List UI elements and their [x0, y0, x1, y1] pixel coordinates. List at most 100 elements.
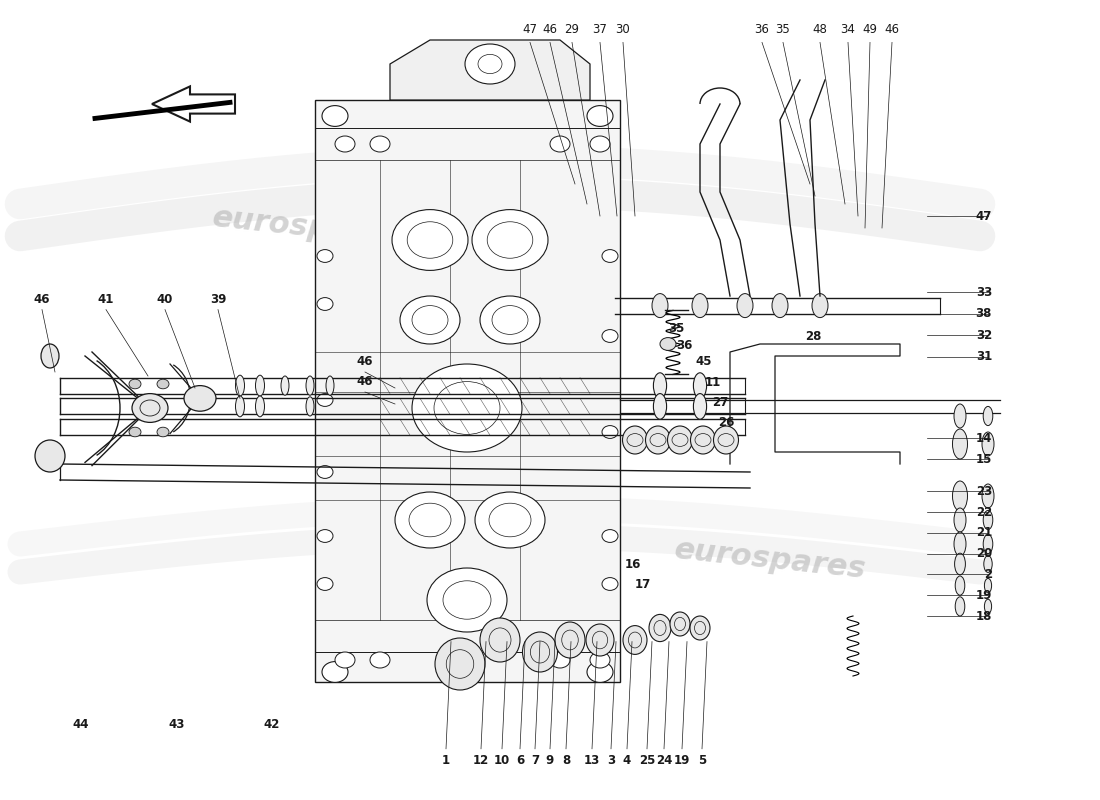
Text: 41: 41: [98, 293, 114, 306]
Text: 13: 13: [584, 754, 601, 766]
Ellipse shape: [954, 508, 966, 532]
Ellipse shape: [984, 578, 991, 593]
Text: 35: 35: [668, 322, 684, 334]
Ellipse shape: [306, 397, 313, 416]
Ellipse shape: [306, 376, 313, 395]
Ellipse shape: [954, 404, 966, 428]
Text: 43: 43: [168, 718, 185, 730]
Ellipse shape: [235, 375, 244, 396]
Ellipse shape: [280, 376, 289, 395]
Ellipse shape: [652, 294, 668, 318]
Circle shape: [157, 379, 169, 389]
Circle shape: [370, 136, 390, 152]
Ellipse shape: [714, 426, 738, 454]
Ellipse shape: [955, 554, 966, 574]
Text: 21: 21: [976, 526, 992, 539]
Ellipse shape: [691, 426, 715, 454]
Ellipse shape: [692, 294, 708, 318]
Circle shape: [129, 427, 141, 437]
Ellipse shape: [646, 426, 671, 454]
Ellipse shape: [586, 624, 614, 656]
Ellipse shape: [653, 373, 667, 398]
Ellipse shape: [653, 394, 667, 419]
Text: 36: 36: [755, 23, 769, 36]
Text: eurospares: eurospares: [210, 203, 406, 253]
Circle shape: [550, 136, 570, 152]
Ellipse shape: [690, 616, 710, 640]
Ellipse shape: [954, 532, 966, 556]
Circle shape: [587, 106, 613, 126]
Text: 26: 26: [718, 416, 735, 429]
Text: 6: 6: [516, 754, 524, 766]
Text: 33: 33: [976, 286, 992, 298]
Text: 40: 40: [157, 293, 173, 306]
Circle shape: [317, 250, 333, 262]
Ellipse shape: [623, 626, 647, 654]
Ellipse shape: [693, 373, 706, 398]
Text: 31: 31: [976, 350, 992, 363]
Circle shape: [400, 296, 460, 344]
Text: 34: 34: [840, 23, 856, 36]
Circle shape: [472, 210, 548, 270]
Circle shape: [317, 394, 333, 406]
Ellipse shape: [668, 426, 693, 454]
Text: 15: 15: [976, 453, 992, 466]
Text: 22: 22: [976, 506, 992, 518]
Ellipse shape: [434, 638, 485, 690]
Text: 18: 18: [976, 610, 992, 622]
Text: 16: 16: [625, 558, 641, 570]
Text: 46: 46: [356, 355, 373, 368]
Circle shape: [322, 662, 348, 682]
Ellipse shape: [35, 440, 65, 472]
Text: 38: 38: [976, 307, 992, 320]
Text: 39: 39: [210, 293, 227, 306]
Text: 20: 20: [976, 547, 992, 560]
Text: 17: 17: [635, 578, 651, 590]
Circle shape: [550, 652, 570, 668]
Circle shape: [132, 394, 168, 422]
Ellipse shape: [812, 294, 828, 318]
Circle shape: [660, 338, 676, 350]
Text: 46: 46: [356, 375, 373, 388]
Ellipse shape: [235, 396, 244, 417]
Text: 47: 47: [522, 23, 538, 36]
Text: 28: 28: [805, 330, 822, 342]
Ellipse shape: [983, 555, 992, 573]
Ellipse shape: [983, 510, 993, 530]
Text: 49: 49: [862, 23, 878, 36]
Circle shape: [480, 296, 540, 344]
Text: 46: 46: [542, 23, 558, 36]
Ellipse shape: [522, 632, 558, 672]
Text: 5: 5: [697, 754, 706, 766]
Circle shape: [412, 364, 522, 452]
Text: 42: 42: [263, 718, 279, 730]
Circle shape: [317, 578, 333, 590]
Ellipse shape: [772, 294, 788, 318]
Circle shape: [602, 250, 618, 262]
Text: 30: 30: [616, 23, 630, 36]
Text: 32: 32: [976, 329, 992, 342]
Ellipse shape: [623, 426, 648, 454]
Ellipse shape: [982, 484, 994, 508]
Circle shape: [587, 662, 613, 682]
Text: 11: 11: [705, 376, 722, 389]
Polygon shape: [390, 40, 590, 100]
Circle shape: [370, 652, 390, 668]
Ellipse shape: [984, 599, 991, 614]
Circle shape: [465, 44, 515, 84]
Text: 46: 46: [34, 293, 51, 306]
Text: 47: 47: [976, 210, 992, 222]
Text: 1: 1: [442, 754, 450, 766]
Circle shape: [157, 427, 169, 437]
Text: 35: 35: [776, 23, 791, 36]
Text: eurospares: eurospares: [672, 535, 868, 585]
Ellipse shape: [737, 294, 754, 318]
Ellipse shape: [983, 406, 993, 426]
Circle shape: [392, 210, 468, 270]
Text: 4: 4: [623, 754, 631, 766]
Ellipse shape: [255, 375, 264, 396]
Text: 24: 24: [656, 754, 672, 766]
Circle shape: [395, 492, 465, 548]
Text: 12: 12: [473, 754, 490, 766]
Text: 25: 25: [639, 754, 656, 766]
